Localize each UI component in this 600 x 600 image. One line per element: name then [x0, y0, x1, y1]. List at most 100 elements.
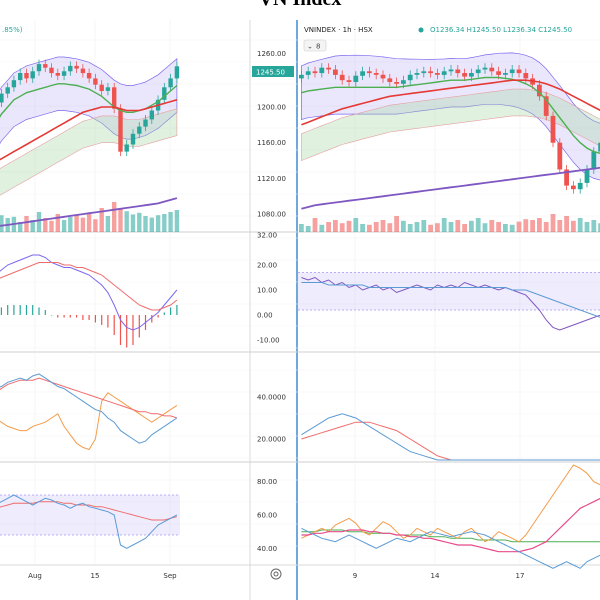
volume-bar	[407, 224, 413, 232]
candle-body	[353, 75, 359, 82]
right-symbol-label[interactable]: VNINDEX · 1h · HSX	[304, 26, 373, 34]
rsi-orange-line	[301, 464, 600, 543]
candle-body	[543, 96, 549, 116]
right-chart-pane[interactable]	[298, 52, 600, 569]
macd-histogram-bar	[57, 315, 59, 318]
volume-bar	[162, 214, 167, 232]
volume-bar	[571, 220, 576, 232]
volume-bar	[80, 217, 86, 232]
candle-body	[319, 67, 325, 74]
ma-green-line	[301, 76, 600, 154]
volume-bar	[30, 220, 35, 232]
volume-bar	[353, 218, 359, 232]
volume-bar	[105, 216, 111, 232]
candle-body	[421, 71, 427, 74]
candle-body	[550, 115, 556, 143]
candle-body	[598, 142, 600, 152]
ma-purple-line	[0, 197, 178, 227]
volume-bar	[462, 224, 467, 232]
candle-body	[557, 142, 563, 170]
candle-body	[305, 71, 311, 75]
volume-bar	[360, 224, 365, 232]
osc-purple-line	[301, 276, 600, 331]
candle-body	[24, 73, 29, 79]
volume-bar	[577, 218, 583, 232]
candle-body	[149, 110, 154, 120]
rsi-tick-label: 60.00	[257, 512, 277, 520]
last-price-label: 1245.50	[256, 69, 285, 77]
candle-body	[523, 73, 529, 79]
macd-histogram-bar	[69, 315, 71, 318]
candle-body	[414, 73, 420, 75]
stoch-blue-line	[0, 373, 178, 444]
candle-body	[537, 84, 542, 97]
volume-bar	[475, 218, 481, 232]
candle-body	[86, 73, 92, 79]
candle-body	[333, 69, 338, 75]
live-dot-icon	[418, 27, 424, 33]
macd-histogram-bar	[170, 307, 172, 315]
volume-bar	[591, 220, 597, 232]
macd-tick-label: 20.00	[257, 262, 277, 270]
volume-bar	[496, 222, 501, 232]
candle-body	[571, 185, 576, 190]
stoch-tick-label: 20.0000	[257, 436, 286, 444]
osc-blue-line	[301, 282, 600, 318]
macd-histogram-bar	[151, 315, 153, 323]
macd-histogram-bar	[32, 305, 34, 315]
volume-bar	[99, 208, 104, 232]
volume-bar	[55, 214, 60, 232]
candle-body	[30, 71, 35, 79]
macd-histogram-bar	[94, 315, 96, 323]
stoch-blue-line	[301, 413, 600, 461]
candle-body	[326, 67, 331, 70]
volume-bar	[149, 217, 154, 232]
candle-body	[380, 74, 386, 79]
candle-body	[564, 169, 569, 186]
candle-body	[312, 71, 318, 74]
gear-icon[interactable]	[270, 568, 282, 580]
volume-bar	[346, 220, 352, 232]
right-time-label: 14	[431, 572, 440, 580]
candle-body	[516, 69, 522, 74]
volume-bar	[428, 224, 433, 232]
volume-bar	[168, 212, 173, 232]
macd-histogram-bar	[176, 305, 178, 315]
candle-body	[394, 82, 399, 84]
left-time-label: 15	[91, 572, 100, 580]
candle-body	[80, 68, 86, 74]
candle-body	[112, 87, 117, 109]
volume-bar	[482, 223, 488, 232]
candle-body	[43, 64, 48, 68]
candle-body	[118, 108, 123, 152]
candle-body	[462, 73, 467, 77]
candle-body	[455, 69, 461, 74]
left-time-label: Aug	[28, 572, 42, 580]
price-tick-label: 1160.00	[257, 139, 286, 147]
left-header-fragment: .85%)	[2, 26, 23, 34]
frame	[0, 20, 600, 600]
candle-body	[5, 87, 10, 94]
macd-histogram-bar	[50, 315, 53, 316]
volume-bar	[387, 223, 393, 232]
candle-body	[367, 71, 372, 74]
macd-histogram-bar	[0, 307, 3, 315]
rsi-band	[0, 495, 180, 535]
candle-body	[299, 74, 304, 79]
candle-body	[143, 119, 148, 127]
candle-body	[36, 64, 42, 72]
left-chart-pane[interactable]	[0, 56, 180, 549]
candle-body	[407, 74, 413, 81]
candle-body	[68, 65, 73, 72]
volume-bar	[326, 222, 331, 232]
axes: 1260.00 1200.00 1160.00 1120.00 1080.00 32.00…	[28, 50, 524, 580]
volume-bar	[394, 216, 399, 232]
candle-body	[18, 73, 23, 81]
candle-body	[168, 78, 173, 88]
volume-bar	[124, 211, 129, 232]
volume-bar	[455, 220, 461, 232]
indicator-toggle-button[interactable]	[303, 39, 327, 52]
ma-red-line	[0, 99, 178, 161]
macd-histogram-bar	[101, 315, 103, 325]
